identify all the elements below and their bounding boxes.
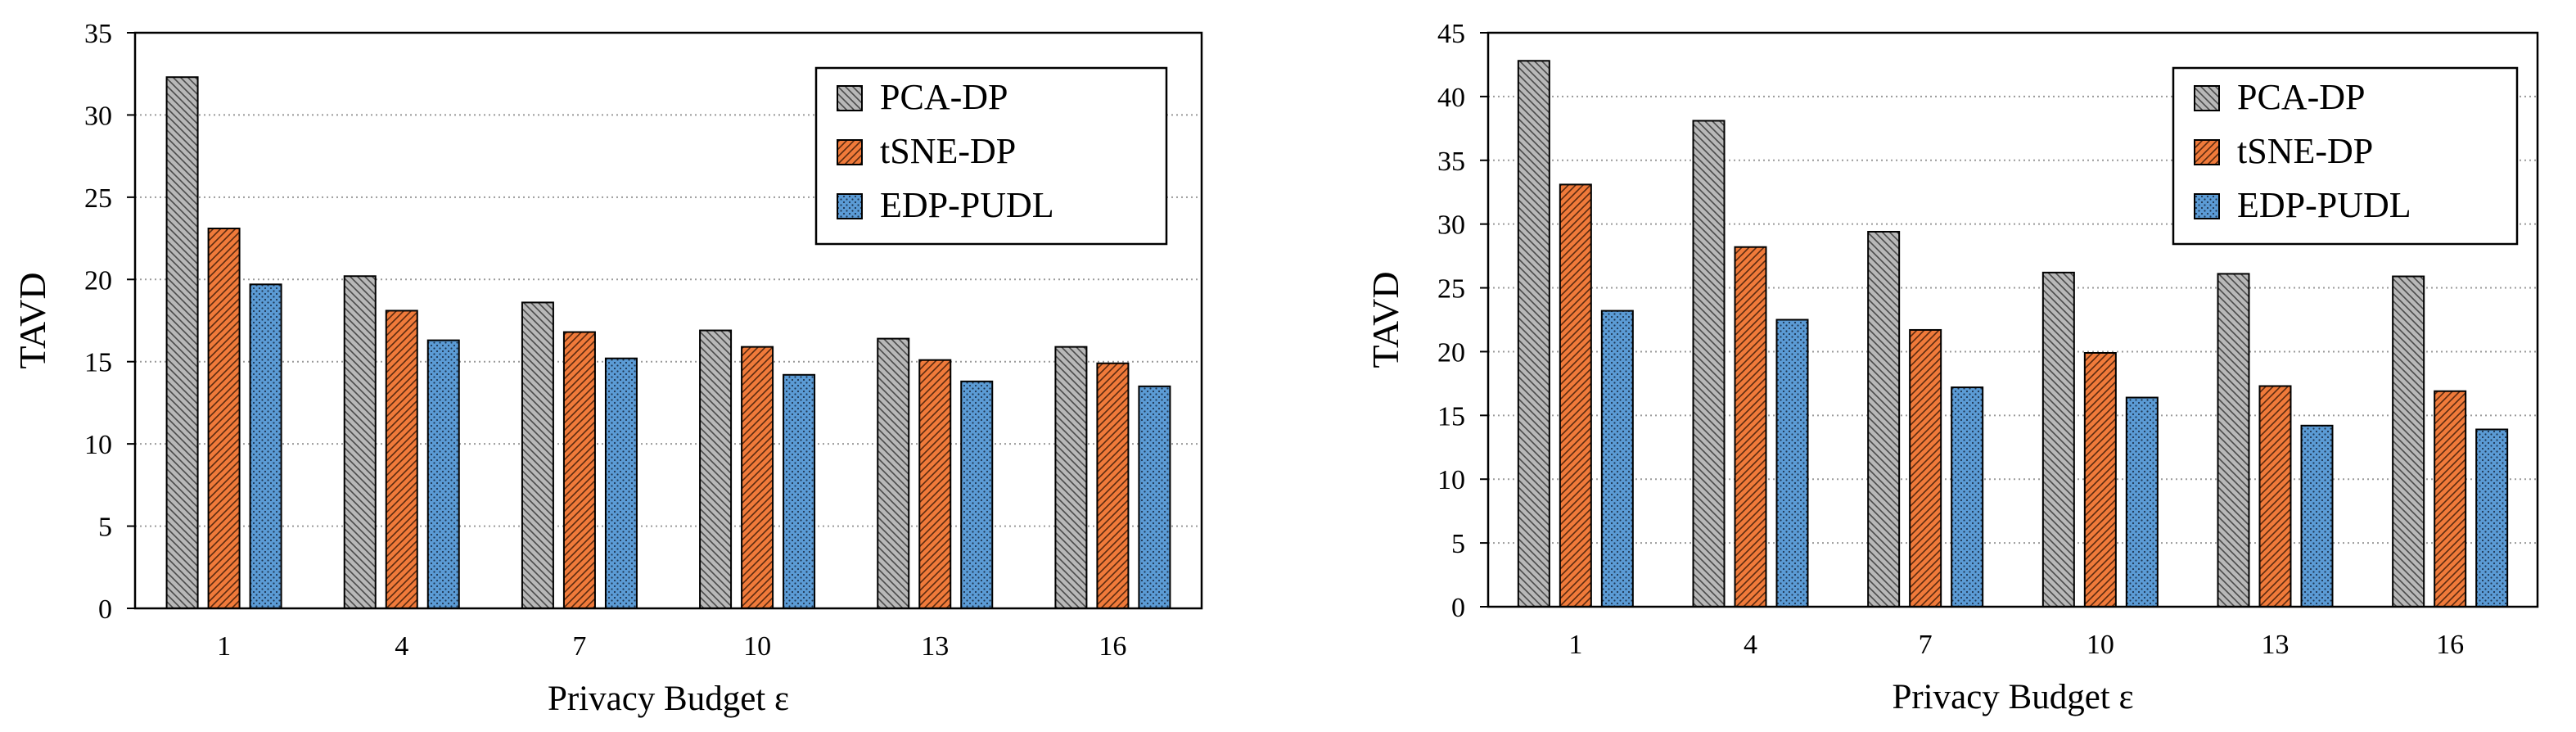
chart-right: 0 5 10 15 20 25 30 35 40 45 1 4 7 10 13 16 TAVD Privac… [1365, 19, 2539, 716]
y-axis-ticks: 0 5 10 15 20 25 30 35 [84, 19, 135, 625]
legend-label: tSNE-DP [2237, 131, 2373, 171]
y-tick-label: 10 [84, 430, 112, 460]
y-axis-label: TAVD [1365, 271, 1406, 368]
bar-tsne-dp-10 [2083, 352, 2117, 608]
legend-box [2172, 66, 2519, 246]
x-axis-label: Privacy Budget ε [548, 680, 789, 718]
legend-box [814, 66, 1168, 246]
y-tick-label: 10 [1437, 465, 1465, 495]
bar-tsne-dp-7 [562, 331, 596, 609]
bars [165, 76, 1171, 609]
legend-label: PCA-DP [2237, 77, 2366, 117]
bar-edp-pudl-1 [249, 283, 282, 609]
x-tick-label: 1 [217, 631, 231, 662]
legend-label: EDP-PUDL [2237, 185, 2411, 225]
bar-edp-pudl-4 [426, 339, 460, 609]
bar-tsne-dp-4 [1734, 246, 1767, 608]
bar-pca-dp-4 [1692, 120, 1726, 608]
y-axis-label: TAVD [11, 272, 53, 368]
x-tick-label: 4 [395, 631, 408, 662]
x-axis-label: Privacy Budget ε [1892, 678, 2133, 716]
plot-frame [133, 31, 1203, 610]
legend-swatch-pca-dp [2194, 85, 2220, 111]
bar-pca-dp-7 [521, 301, 554, 609]
y-axis-ticks: 0 5 10 15 20 25 30 35 40 45 [1437, 19, 1488, 623]
y-tick-label: 0 [98, 594, 112, 625]
chart-left: 0 5 10 15 20 25 30 35 1 4 7 10 13 16 TAVD Privacy Bu… [11, 19, 1203, 718]
bar-edp-pudl-16 [2475, 428, 2509, 608]
y-tick-label: 25 [84, 183, 112, 214]
y-tick-label: 15 [84, 348, 112, 378]
bar-pca-dp-7 [1867, 231, 1901, 608]
legend-label: PCA-DP [880, 77, 1008, 117]
legend-swatch-pca-dp [837, 85, 863, 111]
legend: PCA-DP tSNE-DP EDP-PUDL [2172, 66, 2519, 246]
legend: PCA-DP tSNE-DP EDP-PUDL [814, 66, 1168, 246]
bar-pca-dp-16 [2392, 275, 2425, 608]
bar-tsne-dp-1 [207, 228, 241, 609]
y-tick-label: 20 [1437, 337, 1465, 368]
legend-swatch-tsne-dp [837, 139, 863, 165]
y-tick-label: 15 [1437, 401, 1465, 432]
x-tick-label: 13 [921, 631, 949, 662]
bar-pca-dp-10 [2041, 271, 2075, 608]
bar-tsne-dp-13 [918, 359, 952, 609]
y-tick-label: 30 [1437, 210, 1465, 241]
x-tick-label: 16 [1099, 631, 1126, 662]
x-tick-label: 10 [743, 631, 771, 662]
bar-pca-dp-13 [2217, 273, 2250, 608]
y-tick-label: 40 [1437, 83, 1465, 113]
y-tick-label: 5 [1451, 529, 1465, 559]
bar-tsne-dp-4 [385, 310, 418, 609]
bar-tsne-dp-16 [2434, 390, 2467, 608]
bar-edp-pudl-7 [604, 357, 638, 609]
bar-pca-dp-13 [877, 337, 910, 609]
bar-tsne-dp-13 [2258, 385, 2292, 608]
y-tick-label: 35 [84, 19, 112, 49]
x-tick-label: 16 [2436, 630, 2464, 660]
bar-pca-dp-16 [1054, 346, 1088, 609]
y-tick-label: 0 [1451, 593, 1465, 623]
legend-label: tSNE-DP [880, 131, 1016, 171]
bar-pca-dp-1 [1517, 60, 1550, 608]
x-tick-label: 13 [2262, 630, 2290, 660]
bar-tsne-dp-1 [1559, 183, 1592, 608]
y-tick-label: 20 [84, 265, 112, 296]
legend-swatch-tsne-dp [2194, 139, 2220, 165]
x-tick-label: 1 [1568, 630, 1582, 660]
grid-lines [135, 114, 1202, 527]
bar-edp-pudl-13 [960, 380, 994, 609]
legend-label: EDP-PUDL [880, 185, 1054, 225]
x-tick-label: 7 [572, 631, 586, 662]
y-tick-label: 25 [1437, 274, 1465, 305]
x-tick-label: 7 [1919, 630, 1933, 660]
bar-pca-dp-4 [343, 275, 377, 609]
bar-tsne-dp-10 [741, 346, 774, 609]
bar-edp-pudl-16 [1138, 385, 1171, 609]
bar-edp-pudl-10 [2125, 396, 2159, 608]
bar-pca-dp-10 [699, 329, 733, 609]
legend-swatch-edp-pudl [2194, 193, 2220, 219]
bar-tsne-dp-16 [1096, 362, 1130, 609]
y-tick-label: 35 [1437, 147, 1465, 177]
y-tick-label: 30 [84, 101, 112, 131]
plot-frame [1487, 31, 2539, 608]
bar-edp-pudl-4 [1775, 319, 1809, 608]
y-tick-label: 5 [98, 513, 112, 543]
bar-pca-dp-1 [165, 76, 199, 609]
bar-edp-pudl-13 [2300, 424, 2334, 608]
legend-swatch-edp-pudl [837, 193, 863, 219]
bar-tsne-dp-7 [1909, 328, 1942, 608]
x-tick-label: 4 [1744, 630, 1757, 660]
x-axis-ticks: 1 4 7 10 13 16 [1568, 630, 2464, 660]
bar-edp-pudl-10 [783, 373, 816, 609]
bar-edp-pudl-7 [1951, 386, 1984, 608]
bar-edp-pudl-1 [1600, 310, 1634, 608]
x-tick-label: 10 [2087, 630, 2114, 660]
y-tick-label: 45 [1437, 19, 1465, 49]
bars [1517, 60, 2509, 608]
x-axis-ticks: 1 4 7 10 13 16 [217, 631, 1126, 662]
